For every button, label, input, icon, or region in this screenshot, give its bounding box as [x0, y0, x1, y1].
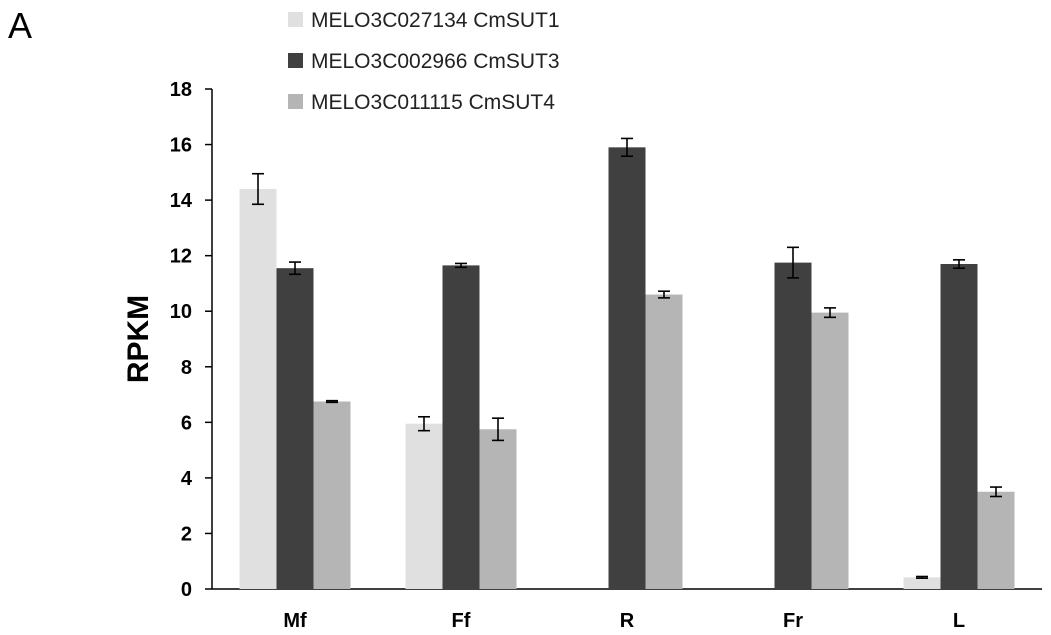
legend-swatch: [288, 94, 303, 109]
bar-l-series-1: [903, 577, 941, 589]
y-tick-label: 0: [181, 579, 192, 601]
y-axis-label: RPKM: [122, 295, 155, 383]
error-bar: [289, 261, 301, 276]
x-tick-label: Ff: [452, 610, 471, 632]
x-tick-label: R: [620, 610, 635, 632]
x-axis-ticks: Mf Ff R Fr L: [283, 610, 965, 632]
y-tick-label: 14: [170, 190, 193, 212]
legend: MELO3C027134 CmSUT1 MELO3C002966 CmSUT3 ME…: [288, 9, 560, 114]
bar-mf-series-2: [276, 268, 314, 589]
legend-label: MELO3C011115 CmSUT4: [311, 91, 555, 114]
error-bar: [455, 262, 467, 269]
y-tick-label: 16: [170, 135, 192, 157]
x-tick-label: Mf: [283, 610, 307, 632]
y-tick-label: 4: [181, 468, 193, 490]
legend-label: MELO3C002966 CmSUT3: [311, 50, 560, 73]
bar-r-series-2: [608, 147, 646, 590]
error-bar: [990, 486, 1002, 498]
bar-mf-series-1: [239, 189, 277, 589]
error-bar: [621, 137, 633, 158]
bar-r-series-3: [645, 294, 683, 589]
error-bar: [252, 172, 264, 206]
bars: [239, 137, 1015, 590]
error-bar: [658, 290, 670, 299]
y-tick-label: 12: [170, 246, 192, 268]
bar-l-series-3: [977, 491, 1015, 589]
error-bar: [418, 415, 430, 432]
bar-fr-series-2: [774, 262, 812, 589]
bar-ff-series-2: [442, 265, 480, 589]
legend-swatch: [288, 53, 303, 68]
error-bar: [787, 246, 799, 279]
legend-label: MELO3C027134 CmSUT1: [311, 9, 560, 32]
bar-mf-series-3: [313, 401, 351, 589]
bar-ff-series-3: [479, 429, 517, 589]
bar-l-series-2: [940, 264, 978, 589]
x-tick-label: Fr: [783, 610, 803, 632]
panel-label: A: [8, 5, 32, 46]
y-tick-label: 6: [181, 412, 192, 434]
x-tick-label: L: [953, 610, 965, 632]
y-tick-label: 18: [170, 79, 192, 101]
y-tick-label: 2: [181, 523, 192, 545]
y-tick-label: 8: [181, 357, 192, 379]
error-bar: [953, 259, 965, 269]
legend-swatch: [288, 12, 303, 27]
y-axis-ticks: 0 2 4 6 8 10 12 14 16 18: [170, 79, 212, 601]
error-bar: [492, 417, 504, 442]
bar-fr-series-3: [811, 312, 849, 589]
bar-ff-series-1: [405, 423, 443, 589]
y-tick-label: 10: [170, 301, 192, 323]
error-bar: [916, 575, 928, 579]
error-bar: [824, 307, 836, 319]
error-bar: [326, 399, 338, 404]
